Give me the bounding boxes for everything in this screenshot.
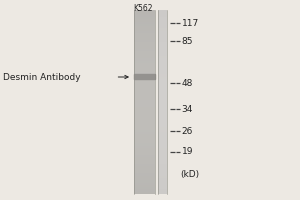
Bar: [134, 73, 154, 78]
Text: 48: 48: [182, 78, 193, 88]
Text: Desmin Antibody: Desmin Antibody: [3, 72, 81, 82]
Text: 85: 85: [182, 36, 193, 46]
Text: K562: K562: [133, 4, 152, 13]
Text: (kD): (kD): [180, 170, 199, 178]
Text: 26: 26: [182, 127, 193, 136]
Text: 19: 19: [182, 148, 193, 156]
Text: 117: 117: [182, 19, 199, 27]
Text: 34: 34: [182, 105, 193, 114]
